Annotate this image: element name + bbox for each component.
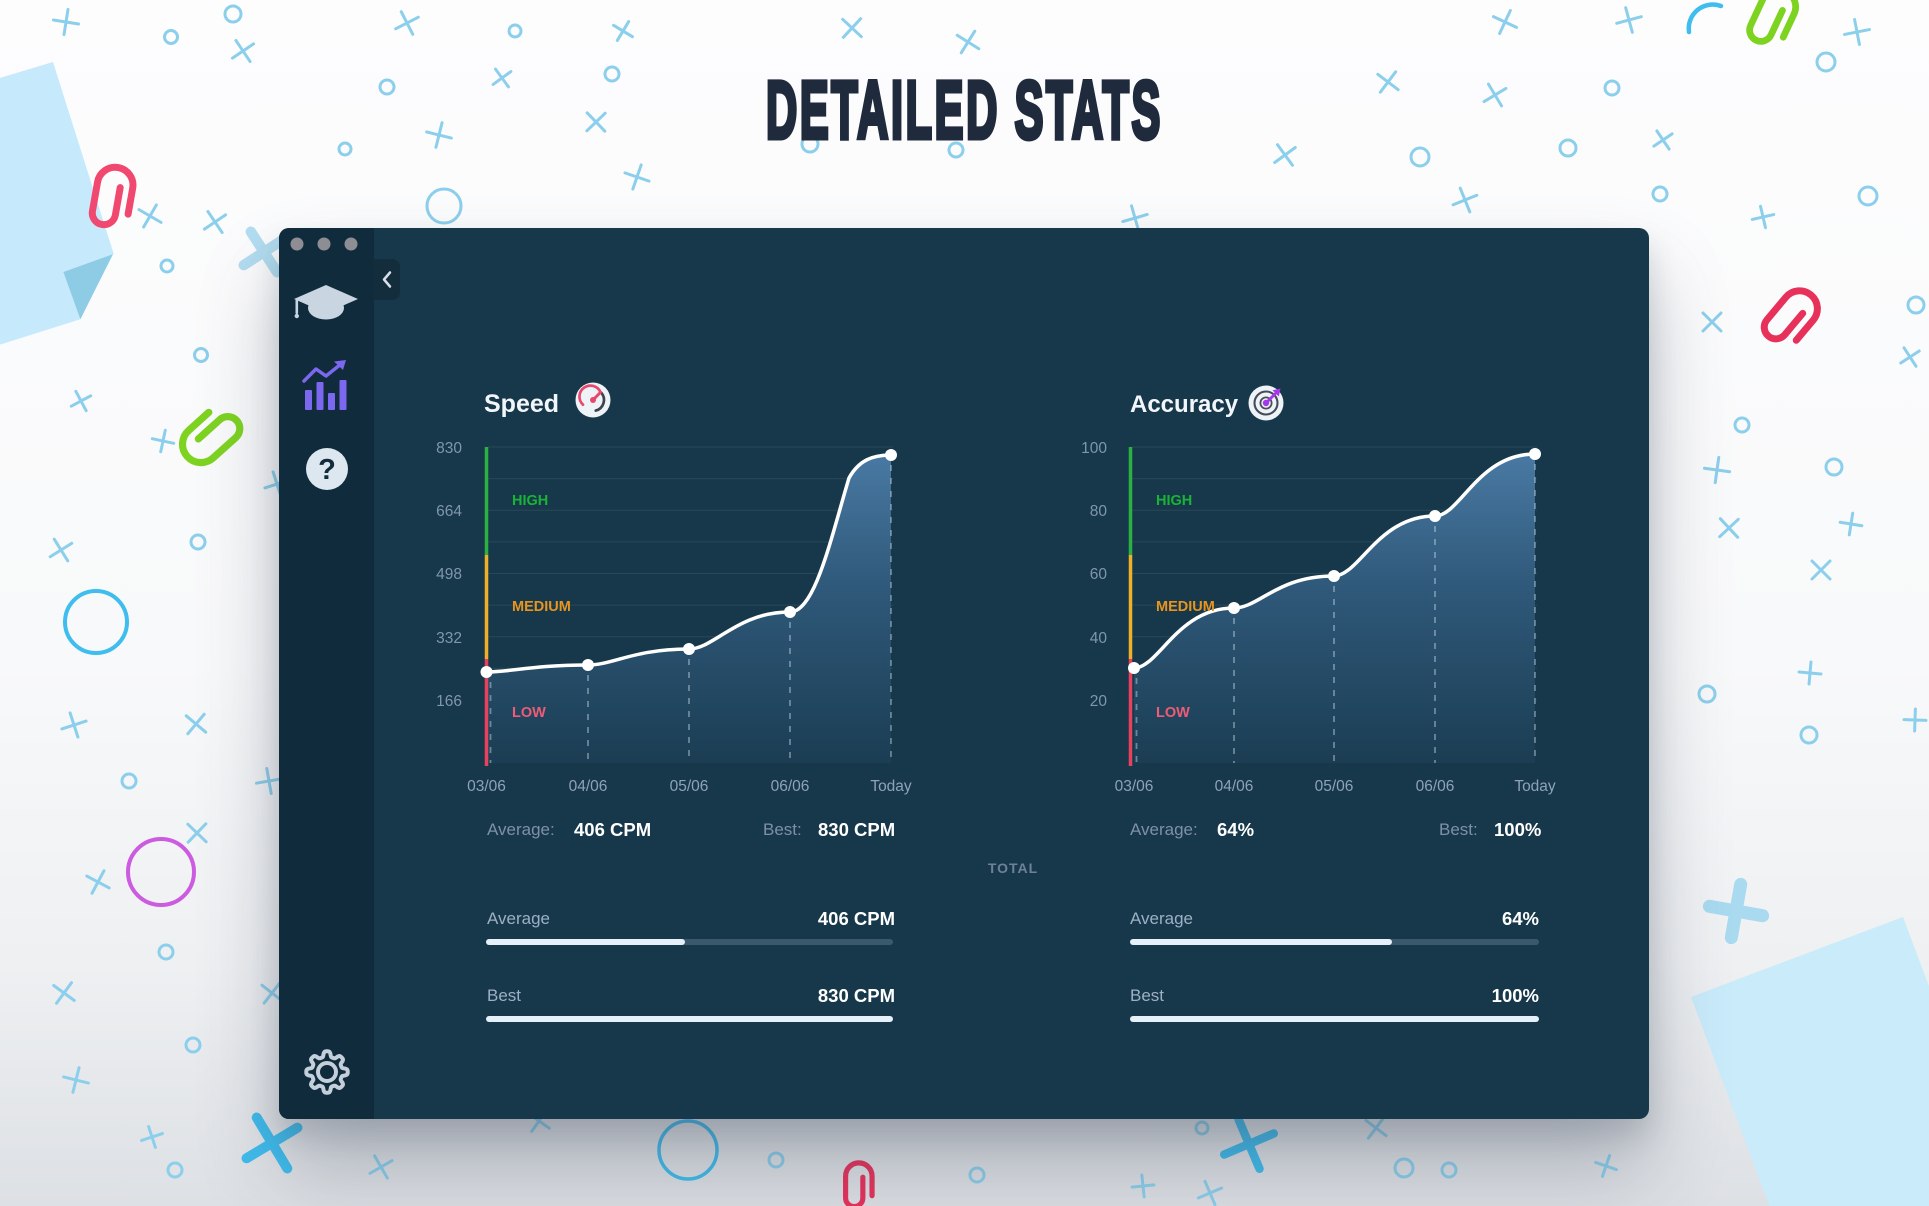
svg-text:03/06: 03/06 bbox=[467, 778, 506, 795]
svg-text:03/06: 03/06 bbox=[1115, 778, 1154, 795]
svg-text:830 CPM: 830 CPM bbox=[818, 985, 895, 1006]
svg-text:05/06: 05/06 bbox=[1315, 778, 1354, 795]
svg-text:LOW: LOW bbox=[512, 705, 546, 721]
svg-text:20: 20 bbox=[1090, 693, 1108, 710]
svg-text:Accuracy: Accuracy bbox=[1130, 391, 1239, 418]
svg-text:406 CPM: 406 CPM bbox=[574, 819, 651, 840]
svg-text:40: 40 bbox=[1090, 630, 1108, 647]
svg-text:Best: Best bbox=[487, 986, 521, 1005]
svg-text:80: 80 bbox=[1090, 503, 1108, 520]
svg-text:Today: Today bbox=[1514, 778, 1556, 795]
svg-text:166: 166 bbox=[436, 693, 462, 710]
svg-text:MEDIUM: MEDIUM bbox=[512, 599, 571, 615]
svg-text:Speed: Speed bbox=[484, 390, 559, 418]
svg-text:100%: 100% bbox=[1492, 985, 1539, 1006]
svg-text:MEDIUM: MEDIUM bbox=[1156, 599, 1215, 615]
svg-text:498: 498 bbox=[436, 566, 462, 583]
svg-text:64%: 64% bbox=[1217, 819, 1254, 840]
svg-text:64%: 64% bbox=[1502, 908, 1539, 929]
svg-text:Average: Average bbox=[487, 909, 550, 928]
svg-text:100%: 100% bbox=[1494, 819, 1541, 840]
svg-text:830 CPM: 830 CPM bbox=[818, 819, 895, 840]
svg-text:TOTAL: TOTAL bbox=[988, 860, 1038, 876]
svg-text:HIGH: HIGH bbox=[1156, 493, 1192, 509]
svg-text:Best:: Best: bbox=[763, 820, 802, 839]
svg-text:100: 100 bbox=[1081, 440, 1107, 457]
svg-text:06/06: 06/06 bbox=[1416, 778, 1455, 795]
svg-text:60: 60 bbox=[1090, 566, 1108, 583]
svg-text:830: 830 bbox=[436, 440, 462, 457]
svg-text:04/06: 04/06 bbox=[569, 778, 608, 795]
svg-text:332: 332 bbox=[436, 630, 462, 647]
svg-text:HIGH: HIGH bbox=[512, 493, 548, 509]
svg-text:05/06: 05/06 bbox=[670, 778, 709, 795]
svg-text:LOW: LOW bbox=[1156, 705, 1190, 721]
svg-text:06/06: 06/06 bbox=[771, 778, 810, 795]
svg-text:04/06: 04/06 bbox=[1215, 778, 1254, 795]
svg-text:406 CPM: 406 CPM bbox=[818, 908, 895, 929]
svg-text:Average:: Average: bbox=[1130, 820, 1198, 839]
svg-text:Today: Today bbox=[870, 778, 912, 795]
svg-text:Best: Best bbox=[1130, 986, 1164, 1005]
svg-text:?: ? bbox=[318, 454, 336, 486]
svg-text:664: 664 bbox=[436, 503, 462, 520]
svg-text:Best:: Best: bbox=[1439, 820, 1478, 839]
svg-text:Average:: Average: bbox=[487, 820, 555, 839]
svg-text:Average: Average bbox=[1130, 909, 1193, 928]
